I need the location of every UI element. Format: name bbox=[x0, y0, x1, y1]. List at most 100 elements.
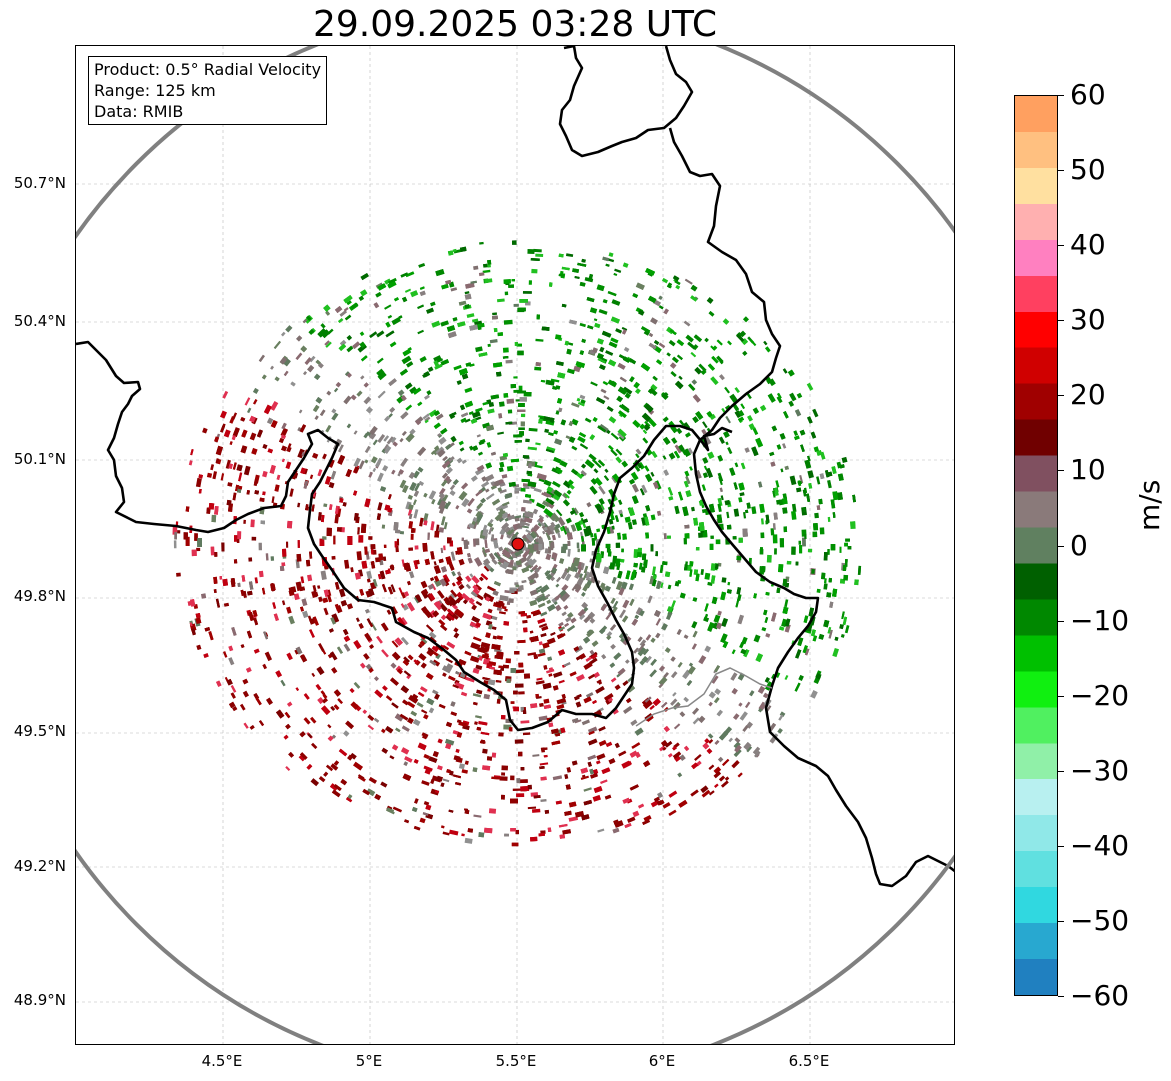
echo-cell bbox=[543, 508, 554, 518]
echo-cell bbox=[592, 416, 598, 422]
echo-cell bbox=[743, 742, 752, 751]
echo-cell bbox=[196, 547, 201, 552]
echo-cell bbox=[538, 514, 545, 520]
echo-cell bbox=[472, 701, 478, 706]
echo-cell bbox=[510, 828, 516, 832]
echo-cell bbox=[499, 563, 508, 570]
echo-cell bbox=[447, 331, 457, 339]
echo-cell bbox=[543, 754, 548, 758]
echo-cell bbox=[552, 513, 558, 519]
echo-cell bbox=[556, 697, 567, 705]
echo-cell bbox=[191, 549, 197, 557]
echo-cell bbox=[428, 756, 438, 763]
echo-cell bbox=[202, 427, 208, 434]
echo-cell bbox=[483, 693, 490, 700]
echo-cell bbox=[445, 743, 452, 750]
echo-cell bbox=[523, 673, 531, 679]
echo-cell bbox=[269, 464, 276, 474]
echo-cell bbox=[649, 669, 657, 678]
echo-cell bbox=[322, 697, 328, 704]
echo-cell bbox=[558, 622, 564, 627]
echo-cell bbox=[432, 610, 440, 618]
echo-cell bbox=[796, 487, 802, 493]
echo-cell bbox=[731, 649, 736, 655]
echo-cell bbox=[717, 756, 724, 763]
echo-cell bbox=[423, 371, 431, 378]
echo-cell bbox=[759, 503, 765, 513]
echo-cell bbox=[452, 248, 457, 252]
echo-cell bbox=[368, 432, 377, 440]
echo-cell bbox=[675, 284, 681, 290]
echo-cell bbox=[694, 754, 702, 761]
echo-cell bbox=[626, 697, 632, 704]
echo-cell bbox=[629, 376, 635, 383]
echo-cell bbox=[437, 433, 442, 437]
echo-cell bbox=[533, 654, 539, 660]
echo-cell bbox=[719, 487, 723, 493]
echo-cell bbox=[423, 801, 430, 806]
echo-cell bbox=[804, 487, 808, 494]
echo-cell bbox=[518, 427, 525, 430]
echo-cell bbox=[683, 745, 690, 752]
echo-cell bbox=[553, 525, 561, 534]
echo-cell bbox=[594, 477, 603, 487]
echo-cell bbox=[588, 273, 594, 280]
echo-cell bbox=[458, 558, 465, 566]
echo-cell bbox=[577, 566, 583, 574]
echo-cell bbox=[624, 659, 630, 664]
echo-cell bbox=[490, 615, 498, 621]
echo-cell bbox=[566, 566, 571, 573]
echo-cell bbox=[533, 524, 540, 531]
echo-cell bbox=[514, 487, 522, 492]
echo-cell bbox=[267, 448, 273, 454]
echo-cell bbox=[502, 356, 509, 359]
echo-cell bbox=[360, 272, 369, 281]
echo-cell bbox=[602, 299, 608, 304]
echo-cell bbox=[589, 657, 598, 665]
echo-cell bbox=[668, 452, 676, 460]
echo-cell bbox=[589, 307, 598, 314]
echo-cell bbox=[731, 688, 738, 695]
echo-cell bbox=[226, 499, 232, 506]
echo-cell bbox=[430, 450, 436, 455]
echo-cell bbox=[635, 607, 643, 616]
echo-cell bbox=[782, 497, 788, 505]
echo-cell bbox=[771, 612, 777, 622]
echo-cell bbox=[407, 507, 413, 517]
echo-cell bbox=[523, 627, 528, 633]
echo-cell bbox=[779, 626, 785, 631]
echo-cell bbox=[450, 287, 458, 292]
echo-cell bbox=[757, 685, 766, 695]
echo-cell bbox=[338, 748, 348, 757]
echo-cell bbox=[451, 570, 456, 577]
echo-cell bbox=[419, 640, 426, 647]
echo-cell bbox=[553, 457, 562, 464]
echo-cell bbox=[621, 548, 624, 553]
echo-cell bbox=[608, 252, 614, 258]
echo-cell bbox=[216, 680, 222, 687]
radar-map[interactable] bbox=[75, 45, 955, 1045]
echo-cell bbox=[442, 665, 452, 674]
echo-cell bbox=[597, 680, 603, 685]
echo-cell bbox=[505, 421, 513, 425]
echo-cell bbox=[685, 490, 692, 498]
echo-cell bbox=[717, 610, 722, 616]
echo-cell bbox=[555, 361, 564, 367]
echo-cell bbox=[717, 497, 723, 507]
echo-cell bbox=[446, 325, 456, 332]
echo-cell bbox=[740, 403, 745, 410]
echo-cell bbox=[607, 379, 618, 388]
echo-cell bbox=[520, 421, 525, 427]
echo-cell bbox=[438, 703, 446, 709]
echo-cell bbox=[590, 478, 598, 485]
echo-cell bbox=[372, 578, 378, 587]
echo-cell bbox=[706, 411, 713, 418]
echo-cell bbox=[658, 295, 663, 300]
echo-cell bbox=[628, 507, 636, 517]
echo-cell bbox=[607, 291, 617, 297]
echo-cell bbox=[733, 748, 742, 757]
echo-cell bbox=[220, 423, 226, 433]
echo-cell bbox=[393, 297, 399, 302]
echo-cell bbox=[698, 655, 707, 665]
echo-cell bbox=[768, 378, 776, 387]
